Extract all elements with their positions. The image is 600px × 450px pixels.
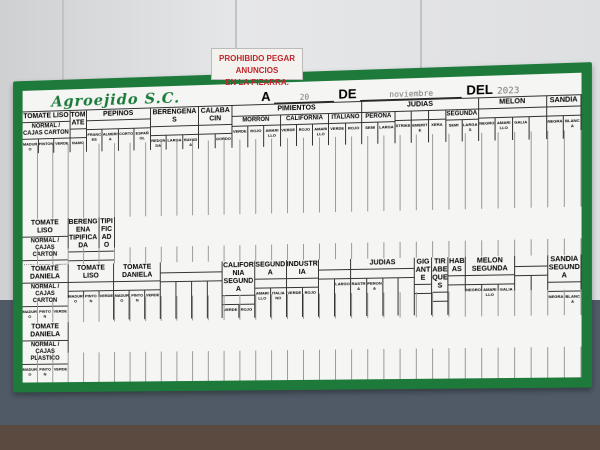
sign-line-1: PROHIBIDO PEGAR ANUNCIOS	[212, 53, 302, 77]
group-label: TOMATE LISO	[68, 263, 113, 283]
group-label: CALABACIN	[199, 106, 231, 126]
column-label	[429, 111, 445, 121]
column-label	[449, 276, 465, 285]
group-label: INDUSTRIA	[287, 260, 318, 280]
group-label	[515, 255, 547, 267]
group-label: GIGANTE	[415, 257, 431, 285]
group-label: SANDIA SEGUNDA	[548, 255, 580, 283]
group-label: BERENGENAS	[151, 107, 199, 127]
group-label: CALIFORNIA SEGUNDA	[223, 261, 254, 296]
column-label	[395, 112, 411, 122]
date-year: 2023	[497, 86, 519, 97]
group-label: TOMATE	[70, 110, 86, 129]
group-label: TOMATE DANIELA	[23, 264, 68, 283]
price-grid	[23, 347, 582, 383]
price-grid	[23, 130, 582, 219]
price-whiteboard: Agroejido S.C. A 20 DE noviembre DEL 202…	[13, 62, 592, 392]
group-label	[319, 259, 350, 271]
group-label: TOMATE DANIELA	[23, 322, 68, 341]
group-label: MELON SEGUNDA	[466, 256, 514, 276]
floor	[0, 425, 600, 450]
board-surface: Agroejido S.C. A 20 DE noviembre DEL 202…	[23, 73, 582, 383]
group-label: TIRABEQUES	[432, 257, 448, 293]
notice-sign: PROHIBIDO PEGAR ANUNCIOS EN LA PIZARRA.	[211, 48, 303, 80]
group-label: TOMATE LISO	[23, 218, 68, 238]
column-label: NORMAL / CAJAS CARTON	[23, 122, 70, 140]
column-label	[412, 111, 428, 121]
group-label: SEGUNDA	[255, 260, 286, 280]
date-day: 20	[274, 92, 334, 104]
date-a: A	[261, 89, 270, 104]
date-del: DEL	[466, 82, 493, 98]
sign-line-2: EN LA PIZARRA.	[212, 77, 302, 89]
group-label: HABAS	[449, 257, 465, 277]
group-label: TIPIFICADO	[99, 217, 114, 252]
group-label: TOMATE DANIELA	[114, 263, 159, 283]
date-de: DE	[338, 86, 356, 102]
